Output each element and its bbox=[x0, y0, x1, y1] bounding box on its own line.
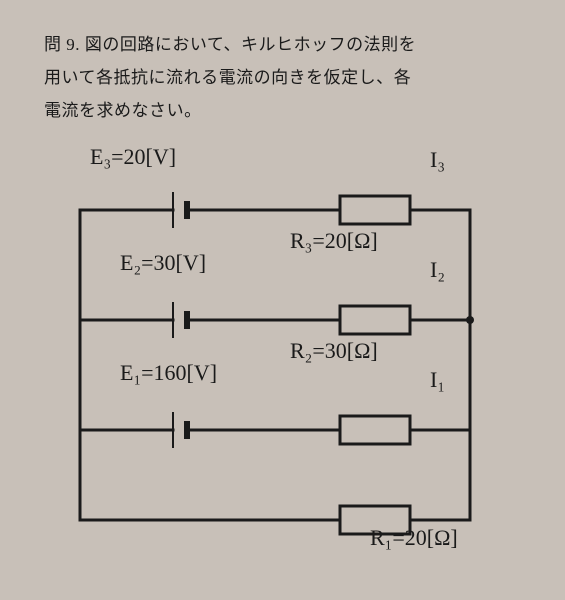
question-line3: 電流を求めなさい。 bbox=[44, 101, 202, 120]
label-r1: R₁=20[Ω] bbox=[370, 525, 458, 551]
label-i2: I₂ bbox=[430, 257, 445, 283]
label-i3: I₃ bbox=[430, 147, 445, 173]
label-i1: I₁ bbox=[430, 367, 445, 393]
question-line1: 図の回路において、キルヒホッフの法則を bbox=[85, 35, 416, 54]
question-line2: 用いて各抵抗に流れる電流の向きを仮定し、各 bbox=[44, 68, 411, 87]
label-e2: E₂=30[V] bbox=[120, 250, 206, 276]
label-e3: E₃=20[V] bbox=[90, 144, 176, 170]
question-text: 問 9. 図の回路において、キルヒホッフの法則を 用いて各抵抗に流れる電流の向き… bbox=[0, 0, 565, 139]
circuit-diagram: E₃=20[V] I₃ R₃=20[Ω] E₂=30[V] I₂ R₂=30[Ω… bbox=[60, 150, 510, 570]
label-r2: R₂=30[Ω] bbox=[290, 338, 378, 364]
question-number: 問 9. bbox=[44, 35, 80, 54]
label-r3: R₃=20[Ω] bbox=[290, 228, 378, 254]
label-e1: E₁=160[V] bbox=[120, 360, 217, 386]
